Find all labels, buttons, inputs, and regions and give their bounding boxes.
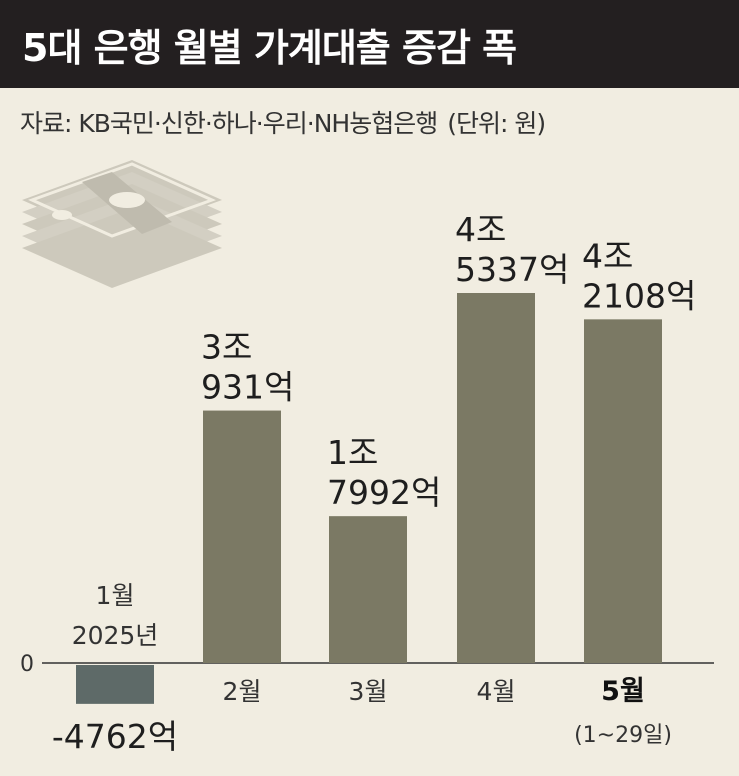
month-label-2: 2월 [223, 677, 262, 706]
value-label-3: 1조 [327, 433, 378, 472]
value-label-2: 931억 [201, 368, 294, 407]
month-label-5: 5월 [601, 676, 645, 707]
bar-1 [76, 665, 154, 704]
bar-5 [584, 319, 662, 663]
source-note: 자료: KB국민·신한·하나·우리·NH농협은행 (단위: 원) [20, 104, 546, 140]
value-label-2: 3조 [201, 328, 252, 367]
chart-title: 5대 은행 월별 가계대출 증감 폭 [0, 0, 739, 88]
bar-3 [329, 516, 407, 663]
month-label-1: 1월 [96, 581, 135, 610]
value-label-5: 2108억 [582, 276, 696, 315]
value-label-5: 4조 [582, 236, 633, 275]
year-label: 2025년 [72, 621, 159, 650]
unit-text: (단위: 원) [447, 109, 546, 138]
source-text: 자료: KB국민·신한·하나·우리·NH농협은행 [20, 109, 438, 138]
zero-label: 0 [20, 652, 34, 677]
value-label-4: 5337억 [455, 250, 569, 289]
month-label-3: 3월 [349, 677, 388, 706]
value-label-3: 7992억 [327, 473, 441, 512]
bar-2 [203, 410, 281, 663]
labels-group: 1월2025년-4762억3조931억2월1조7992억3월4조5337억4월4… [52, 210, 696, 756]
value-label-4: 4조 [455, 210, 506, 249]
month-note-label: (1~29일) [574, 723, 672, 748]
bar-4 [457, 293, 535, 663]
money-stack-icon [22, 160, 222, 288]
month-label-4: 4월 [477, 677, 516, 706]
value-label-1: -4762억 [52, 717, 178, 756]
bars-group [76, 293, 662, 704]
